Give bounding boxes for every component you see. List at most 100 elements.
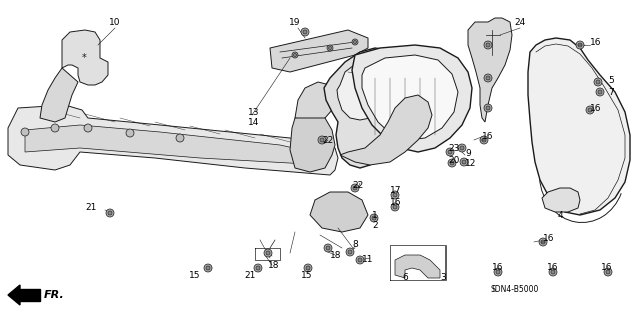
Circle shape bbox=[462, 160, 466, 164]
Circle shape bbox=[204, 264, 212, 272]
Text: 12: 12 bbox=[465, 158, 476, 167]
Polygon shape bbox=[542, 188, 580, 212]
Circle shape bbox=[606, 270, 610, 274]
Polygon shape bbox=[310, 192, 368, 232]
Circle shape bbox=[84, 124, 92, 132]
Circle shape bbox=[448, 150, 452, 154]
Circle shape bbox=[480, 136, 488, 144]
Circle shape bbox=[484, 104, 492, 112]
Circle shape bbox=[106, 209, 114, 217]
Text: 1: 1 bbox=[372, 211, 378, 220]
Text: 15: 15 bbox=[189, 270, 201, 279]
Text: 16: 16 bbox=[590, 103, 602, 113]
Text: 22: 22 bbox=[322, 135, 333, 145]
Circle shape bbox=[541, 240, 545, 244]
Polygon shape bbox=[352, 45, 472, 152]
Text: 15: 15 bbox=[301, 270, 313, 279]
Circle shape bbox=[370, 214, 378, 222]
Circle shape bbox=[304, 264, 312, 272]
Circle shape bbox=[320, 138, 324, 142]
Circle shape bbox=[598, 90, 602, 94]
Text: 6: 6 bbox=[402, 274, 408, 283]
Circle shape bbox=[348, 250, 352, 254]
Circle shape bbox=[594, 78, 602, 86]
Circle shape bbox=[372, 216, 376, 220]
Text: 17: 17 bbox=[390, 186, 401, 195]
Polygon shape bbox=[8, 285, 20, 305]
Text: 16: 16 bbox=[601, 263, 612, 273]
Text: *: * bbox=[82, 53, 86, 63]
Circle shape bbox=[586, 106, 594, 114]
Text: 21: 21 bbox=[244, 270, 256, 279]
Text: 24: 24 bbox=[515, 18, 525, 27]
Circle shape bbox=[588, 108, 592, 112]
Circle shape bbox=[576, 41, 584, 49]
Circle shape bbox=[486, 43, 490, 47]
Text: 22: 22 bbox=[352, 180, 364, 189]
Circle shape bbox=[486, 106, 490, 110]
Text: 16: 16 bbox=[547, 263, 559, 273]
Text: FR.: FR. bbox=[44, 290, 65, 300]
Text: 19: 19 bbox=[289, 18, 301, 27]
Circle shape bbox=[353, 41, 356, 44]
Text: 16: 16 bbox=[492, 263, 504, 273]
Circle shape bbox=[356, 256, 364, 264]
Polygon shape bbox=[25, 125, 325, 165]
Text: 3: 3 bbox=[440, 274, 446, 283]
Circle shape bbox=[458, 144, 466, 152]
Text: 13: 13 bbox=[248, 108, 259, 116]
Text: 9: 9 bbox=[465, 148, 471, 157]
Circle shape bbox=[352, 39, 358, 45]
Circle shape bbox=[446, 148, 454, 156]
Circle shape bbox=[484, 74, 492, 82]
Circle shape bbox=[539, 238, 547, 246]
Text: 23: 23 bbox=[448, 143, 460, 153]
Circle shape bbox=[324, 244, 332, 252]
Circle shape bbox=[301, 28, 309, 36]
Circle shape bbox=[326, 246, 330, 250]
Polygon shape bbox=[20, 289, 40, 301]
Polygon shape bbox=[270, 30, 368, 72]
Text: 2: 2 bbox=[372, 220, 378, 229]
Circle shape bbox=[328, 46, 332, 50]
Polygon shape bbox=[295, 82, 335, 122]
Circle shape bbox=[549, 268, 557, 276]
Text: 8: 8 bbox=[352, 239, 358, 249]
Circle shape bbox=[391, 203, 399, 211]
Circle shape bbox=[264, 249, 272, 257]
Circle shape bbox=[393, 205, 397, 209]
Circle shape bbox=[358, 258, 362, 262]
Circle shape bbox=[346, 248, 354, 256]
Text: SDN4-B5000: SDN4-B5000 bbox=[490, 285, 538, 294]
Circle shape bbox=[496, 270, 500, 274]
Polygon shape bbox=[40, 68, 78, 122]
Circle shape bbox=[266, 251, 270, 255]
Circle shape bbox=[303, 30, 307, 34]
Polygon shape bbox=[468, 18, 512, 122]
Circle shape bbox=[306, 266, 310, 270]
Circle shape bbox=[450, 161, 454, 165]
Polygon shape bbox=[324, 48, 402, 168]
Circle shape bbox=[484, 41, 492, 49]
Circle shape bbox=[256, 266, 260, 270]
Circle shape bbox=[294, 53, 296, 57]
Circle shape bbox=[51, 124, 59, 132]
Circle shape bbox=[551, 270, 555, 274]
Polygon shape bbox=[290, 118, 335, 172]
Text: 16: 16 bbox=[590, 37, 602, 46]
Circle shape bbox=[206, 266, 210, 270]
Circle shape bbox=[318, 136, 326, 144]
Circle shape bbox=[596, 88, 604, 96]
Text: 21: 21 bbox=[86, 203, 97, 212]
Text: 18: 18 bbox=[330, 251, 342, 260]
Polygon shape bbox=[8, 105, 338, 175]
Circle shape bbox=[596, 80, 600, 84]
Circle shape bbox=[494, 268, 502, 276]
Circle shape bbox=[482, 138, 486, 142]
Circle shape bbox=[604, 268, 612, 276]
Circle shape bbox=[351, 184, 359, 192]
Text: 10: 10 bbox=[109, 18, 121, 27]
Circle shape bbox=[578, 43, 582, 47]
Circle shape bbox=[448, 159, 456, 167]
Polygon shape bbox=[62, 30, 108, 85]
